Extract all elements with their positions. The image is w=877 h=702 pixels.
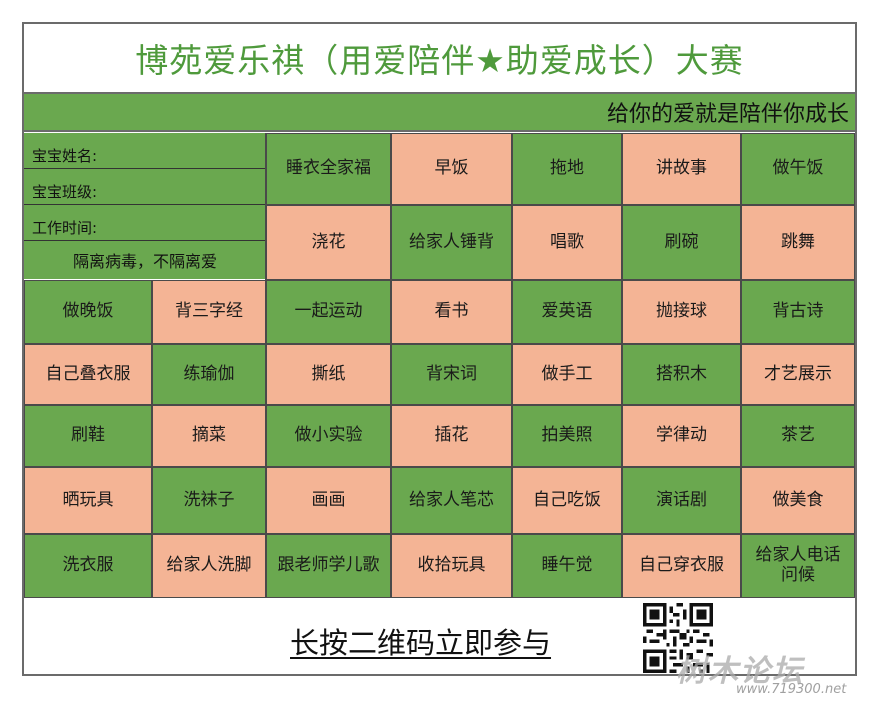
activity-cell: 看书 bbox=[391, 280, 512, 344]
activity-cell: 浇花 bbox=[266, 205, 391, 280]
activity-cell: 才艺展示 bbox=[741, 344, 855, 405]
activity-cell: 自己穿衣服 bbox=[622, 534, 741, 598]
watermark-url: www.719300.net bbox=[736, 682, 847, 697]
activity-cell: 给家人锤背 bbox=[391, 205, 512, 280]
activity-cell: 刷鞋 bbox=[24, 405, 152, 467]
activity-cell: 做午饭 bbox=[741, 133, 855, 205]
baby-name-field[interactable]: 宝宝姓名: bbox=[24, 133, 266, 169]
activity-cell: 给家人电话问候 bbox=[741, 534, 855, 598]
slogan-box: 隔离病毒，不隔离爱 bbox=[24, 241, 266, 279]
activity-cell: 插花 bbox=[391, 405, 512, 467]
activity-cell: 撕纸 bbox=[266, 344, 391, 405]
baby-class-field[interactable]: 宝宝班级: bbox=[24, 169, 266, 205]
activity-cell: 拍美照 bbox=[512, 405, 622, 467]
activity-cell: 唱歌 bbox=[512, 205, 622, 280]
activity-cell: 一起运动 bbox=[266, 280, 391, 344]
poster-title: 博苑爱乐祺（用爱陪伴★助爱成长）大赛 bbox=[135, 41, 744, 80]
activity-cell: 拖地 bbox=[512, 133, 622, 205]
activity-cell: 搭积木 bbox=[622, 344, 741, 405]
activity-cell: 自己叠衣服 bbox=[24, 344, 152, 405]
activity-cell: 茶艺 bbox=[741, 405, 855, 467]
activity-cell: 自己吃饭 bbox=[512, 467, 622, 534]
activity-cell: 演话剧 bbox=[622, 467, 741, 534]
activity-cell: 练瑜伽 bbox=[152, 344, 266, 405]
work-time-label: 工作时间: bbox=[32, 219, 98, 237]
activity-cell: 给家人洗脚 bbox=[152, 534, 266, 598]
activity-cell: 洗袜子 bbox=[152, 467, 266, 534]
activity-cell: 收拾玩具 bbox=[391, 534, 512, 598]
subtitle-text: 给你的爱就是陪伴你成长 bbox=[606, 102, 849, 127]
activity-cell: 做美食 bbox=[741, 467, 855, 534]
activity-cell: 刷碗 bbox=[622, 205, 741, 280]
activity-cell: 跳舞 bbox=[741, 205, 855, 280]
watermark: 树木论坛 bbox=[676, 654, 804, 689]
activity-cell: 讲故事 bbox=[622, 133, 741, 205]
baby-name-label: 宝宝姓名: bbox=[32, 147, 98, 165]
activity-cell: 做小实验 bbox=[266, 405, 391, 467]
activity-cell: 做手工 bbox=[512, 344, 622, 405]
activity-cell: 画画 bbox=[266, 467, 391, 534]
activity-cell: 学律动 bbox=[622, 405, 741, 467]
activity-cell: 背宋词 bbox=[391, 344, 512, 405]
qr-code-icon[interactable] bbox=[638, 603, 718, 673]
activity-cell: 背三字经 bbox=[152, 280, 266, 344]
activity-cell: 爱英语 bbox=[512, 280, 622, 344]
activity-cell: 晒玩具 bbox=[24, 467, 152, 534]
activity-cell: 早饭 bbox=[391, 133, 512, 205]
activity-cell: 跟老师学儿歌 bbox=[266, 534, 391, 598]
activity-cell: 做晚饭 bbox=[24, 280, 152, 344]
slogan-text: 隔离病毒，不隔离爱 bbox=[72, 252, 217, 271]
baby-class-label: 宝宝班级: bbox=[32, 183, 98, 201]
activity-cell: 背古诗 bbox=[741, 280, 855, 344]
subtitle-bar: 给你的爱就是陪伴你成长 bbox=[24, 92, 855, 132]
activity-cell: 给家人笔芯 bbox=[391, 467, 512, 534]
activity-cell: 抛接球 bbox=[622, 280, 741, 344]
work-time-field[interactable]: 工作时间: bbox=[24, 205, 266, 241]
footer-call-to-action[interactable]: 长按二维码立即参与 bbox=[290, 626, 552, 660]
activity-cell: 睡午觉 bbox=[512, 534, 622, 598]
activity-cell: 摘菜 bbox=[152, 405, 266, 467]
activity-cell: 洗衣服 bbox=[24, 534, 152, 598]
activity-cell: 睡衣全家福 bbox=[266, 133, 391, 205]
